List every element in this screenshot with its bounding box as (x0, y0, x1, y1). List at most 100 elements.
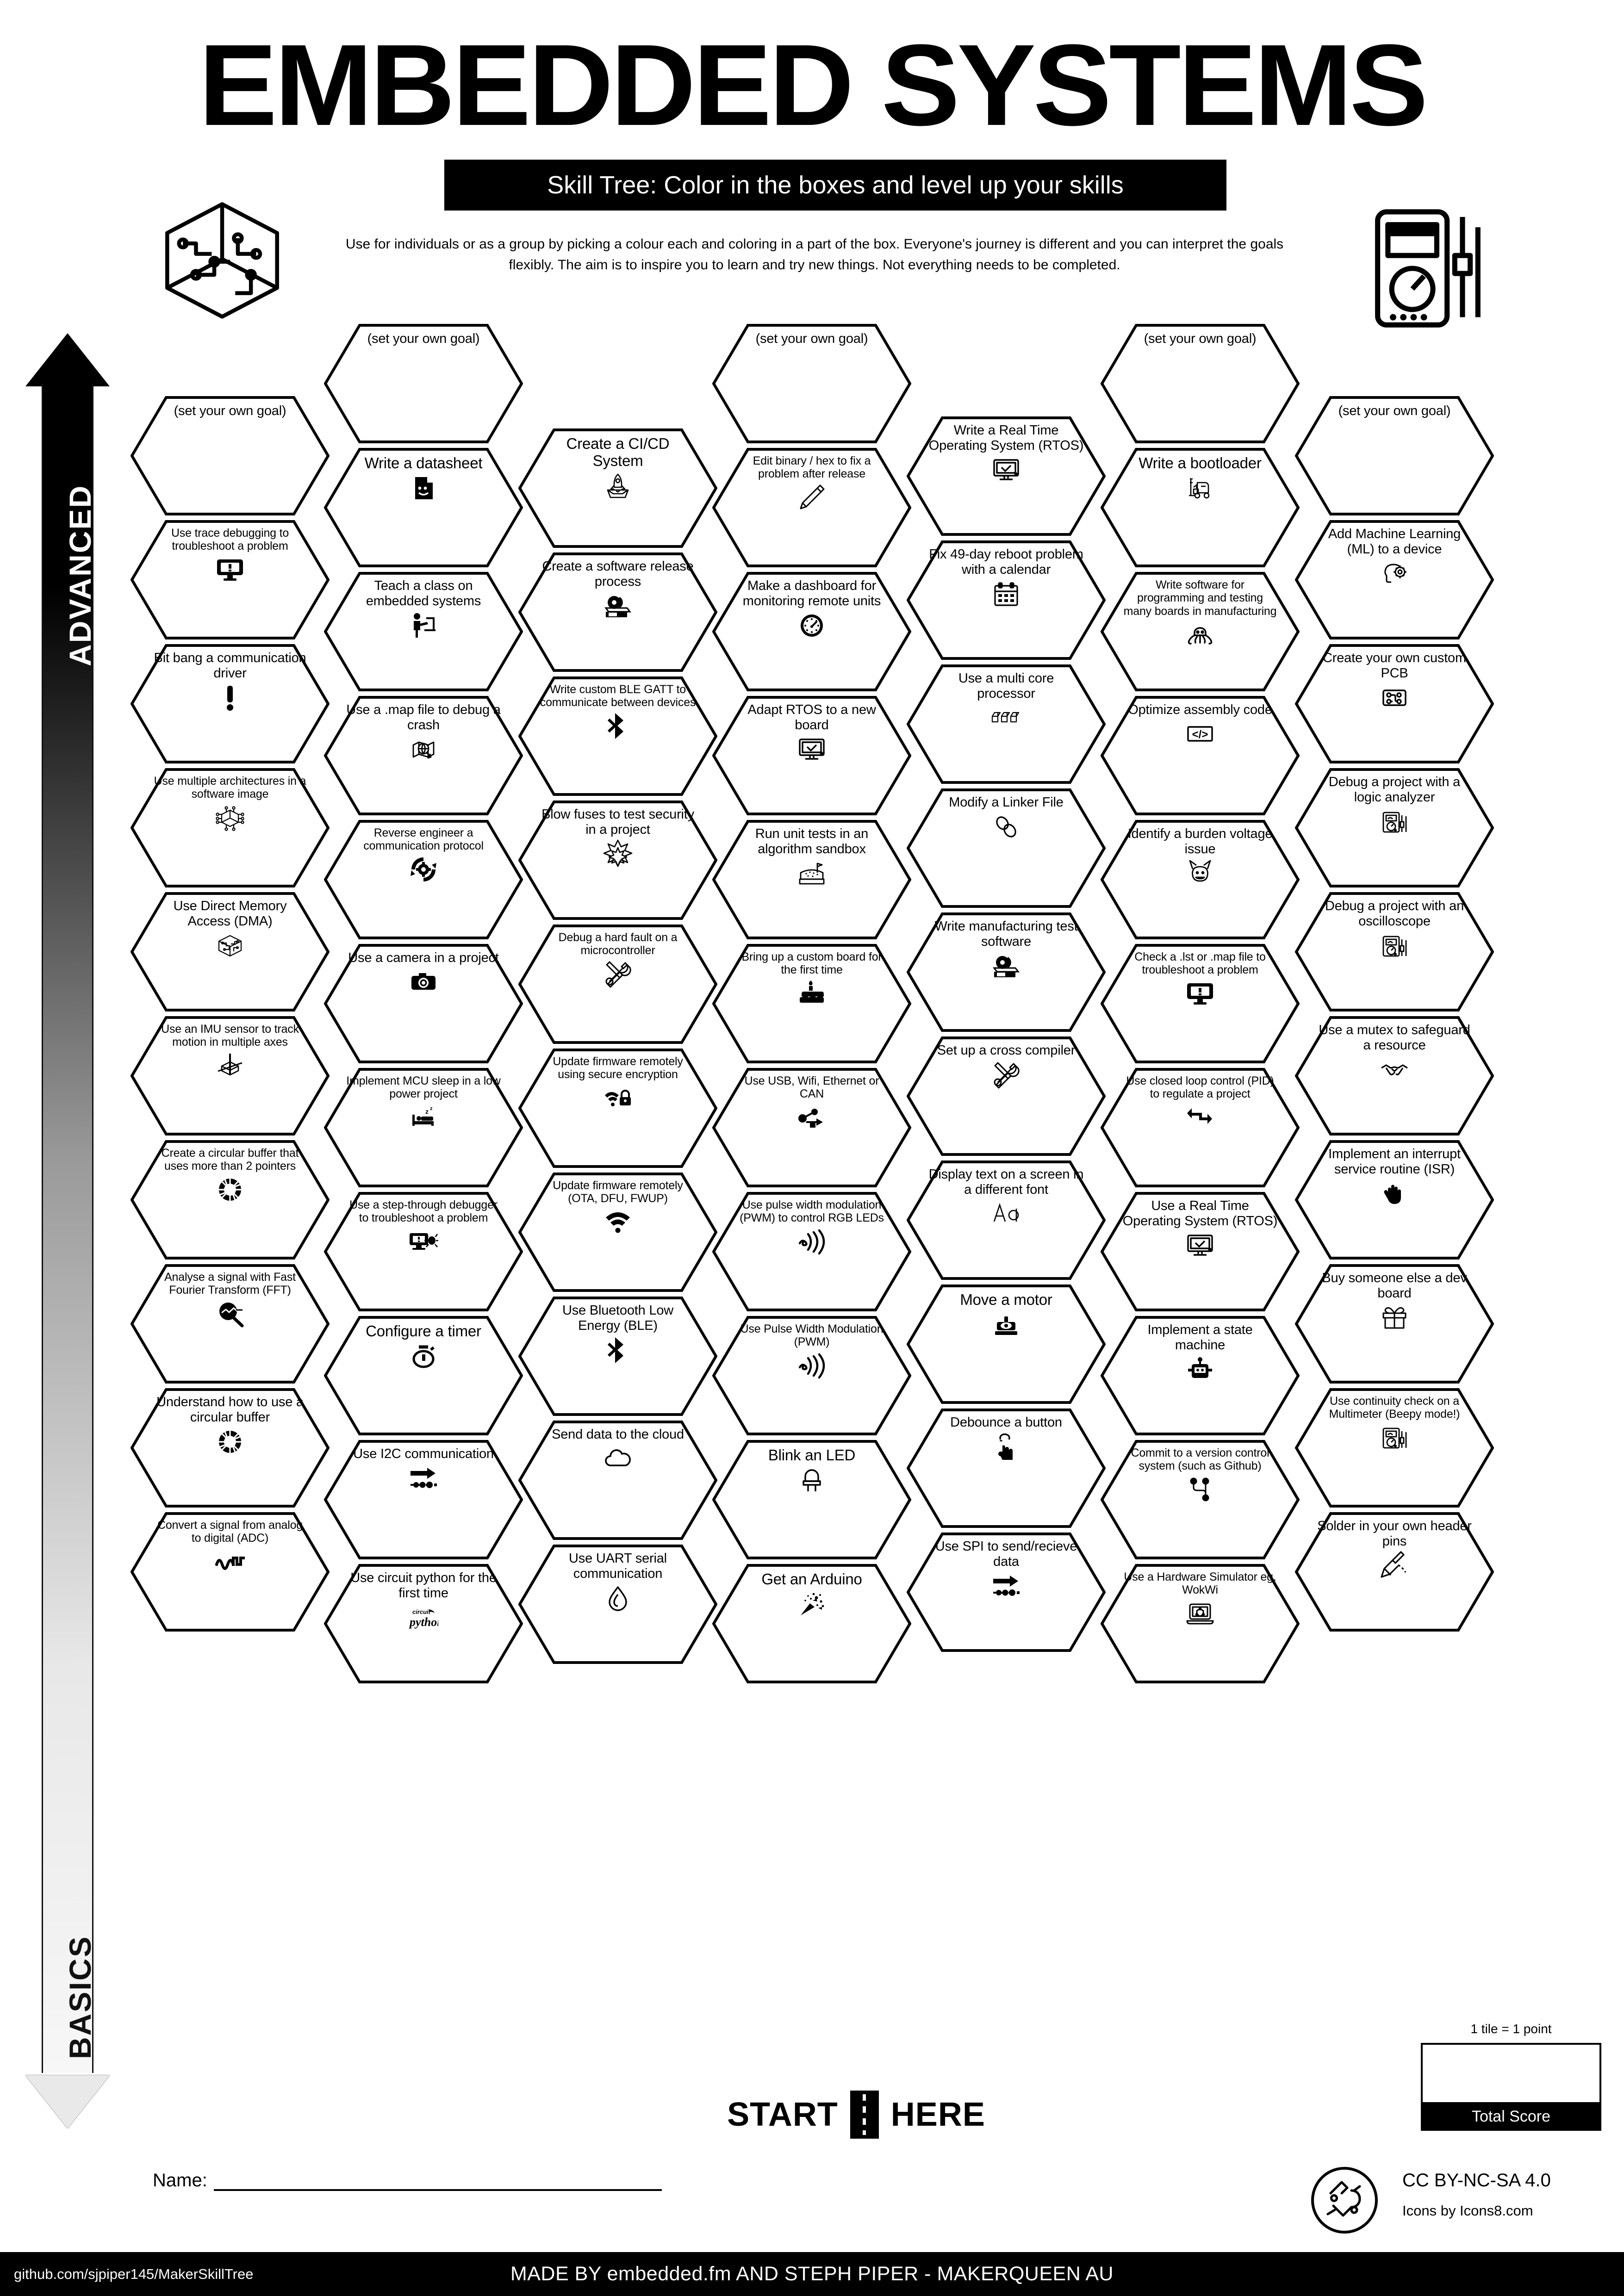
skill-tile[interactable]: Use a camera in a project (324, 944, 523, 1063)
skill-tile[interactable]: Use closed loop control (PID) to regulat… (1101, 1068, 1300, 1187)
skill-tile[interactable]: Add Machine Learning (ML) to a device (1295, 520, 1494, 639)
skill-tile[interactable]: (set your own goal) (712, 324, 911, 443)
skill-tile[interactable]: Modify a Linker File (907, 788, 1106, 908)
skill-tile[interactable]: Bring up a custom board for the first ti… (712, 944, 911, 1063)
skill-tile-label: Run unit tests in an algorithm sandbox (755, 826, 869, 856)
skill-tile[interactable]: Update firmware remotely using secure en… (518, 1049, 717, 1168)
skill-tile[interactable]: Send data to the cloud (518, 1421, 717, 1540)
skill-tile[interactable]: Use UART serial communication (518, 1545, 717, 1664)
skill-tile[interactable]: Debug a project with an oscilloscope (1295, 892, 1494, 1011)
skill-tile[interactable]: Check a .lst or .map file to troubleshoo… (1101, 944, 1300, 1063)
skill-tile[interactable]: Use I2C communication (324, 1440, 523, 1559)
wifi-icon (603, 1207, 633, 1237)
skill-tile[interactable]: (set your own goal) (1101, 324, 1300, 443)
skill-tile[interactable]: Buy someone else a dev board (1295, 1264, 1494, 1384)
skill-tile[interactable]: Make a dashboard for monitoring remote u… (712, 572, 911, 691)
skill-tile[interactable]: Use an IMU sensor to track motion in mul… (131, 1016, 330, 1136)
skill-tile[interactable]: Use Bluetooth Low Energy (BLE) (518, 1297, 717, 1416)
skill-tile[interactable]: Use Pulse Width Modulation (PWM) (712, 1316, 911, 1435)
signal-magnifier-icon (215, 1299, 245, 1328)
skill-tile[interactable]: Use USB, Wifi, Ethernet or CAN (712, 1068, 911, 1187)
skill-tile[interactable]: Implement a state machine (1101, 1316, 1300, 1435)
skill-tile-label: Create a circular buffer that uses more … (161, 1147, 299, 1173)
skill-tile[interactable]: Commit to a version control system (such… (1101, 1440, 1300, 1559)
score-box[interactable]: 1 tile = 1 point Total Score (1421, 2022, 1601, 2131)
skill-tile-label: (set your own goal) (1144, 331, 1257, 346)
skill-tile[interactable]: Edit binary / hex to fix a problem after… (712, 448, 911, 567)
skill-tile[interactable]: Convert a signal from analog to digital … (131, 1512, 330, 1632)
skill-tile[interactable]: Write software for programming and testi… (1101, 572, 1300, 691)
skill-tile-label: Debug a project with a logic analyzer (1328, 775, 1461, 805)
skill-tile-label: Send data to the cloud (552, 1427, 684, 1442)
skill-tile[interactable]: Create a software release process (518, 552, 717, 672)
skill-tile[interactable]: Solder in your own header pins (1295, 1512, 1494, 1632)
skill-tile[interactable]: Write manufacturing test software (907, 912, 1106, 1032)
skill-tile[interactable]: Teach a class on embedded systems (324, 572, 523, 691)
skill-tile[interactable]: Debounce a button (907, 1409, 1106, 1528)
total-score-label: Total Score (1421, 2102, 1601, 2131)
skill-tile[interactable]: (set your own goal) (324, 324, 523, 443)
skill-tile[interactable]: Debug a project with a logic analyzer (1295, 768, 1494, 887)
ai-head-icon (1380, 559, 1409, 589)
skill-tile[interactable]: Run unit tests in an algorithm sandbox (712, 820, 911, 939)
skill-tile-label: Commit to a version control system (such… (1131, 1446, 1269, 1473)
skill-tile[interactable]: Use a Hardware Simulator eg. WokWi (1101, 1564, 1300, 1683)
skill-tile[interactable]: Set up a cross compiler (907, 1036, 1106, 1156)
handshake-icon (1380, 1055, 1409, 1085)
skill-tile[interactable]: Use Direct Memory Access (DMA) (131, 892, 330, 1011)
skill-tile[interactable]: Write custom BLE GATT to communicate bet… (518, 676, 717, 796)
skill-tile[interactable]: Configure a timer (324, 1316, 523, 1435)
skill-tile-label: Set up a cross compiler (937, 1043, 1076, 1058)
skill-tile[interactable]: Debug a hard fault on a microcontroller (518, 925, 717, 1044)
skill-tile[interactable]: Analyse a signal with Fast Fourier Trans… (131, 1264, 330, 1384)
skill-tile[interactable]: Write a datasheet (324, 448, 523, 567)
skill-tile-label: Use Bluetooth Low Energy (BLE) (562, 1303, 674, 1333)
skill-tile[interactable]: Use a Real Time Operating System (RTOS) (1101, 1192, 1300, 1311)
skill-tile[interactable]: Move a motor (907, 1285, 1106, 1404)
footer-github-link[interactable]: github.com/sjpiper145/MakerSkillTree (14, 2265, 254, 2282)
score-hint: 1 tile = 1 point (1470, 2022, 1552, 2036)
skill-tile[interactable]: Implement MCU sleep in a low power proje… (324, 1068, 523, 1187)
skill-tile[interactable]: Create a circular buffer that uses more … (131, 1140, 330, 1260)
skill-tile[interactable]: Implement an interrupt service routine (… (1295, 1140, 1494, 1260)
skill-tile[interactable]: Use a step-through debugger to troublesh… (324, 1192, 523, 1311)
skill-tile-label: Bring up a custom board for the first ti… (741, 950, 882, 977)
skill-tile[interactable]: Use pulse width modulation (PWM) to cont… (712, 1192, 911, 1311)
skill-tile[interactable]: Bit bang a communication driver (131, 644, 330, 763)
skill-tile[interactable]: Use continuity check on a Multimeter (Be… (1295, 1388, 1494, 1508)
skill-tile[interactable]: Get an Arduino (712, 1564, 911, 1683)
skill-tile[interactable]: Use multiple architectures in a software… (131, 768, 330, 887)
skill-tile-label: Use a camera in a project (348, 950, 499, 965)
skill-tile[interactable]: Use a multi core processor (907, 664, 1106, 784)
skill-tile[interactable]: Update firmware remotely (OTA, DFU, FWUP… (518, 1173, 717, 1292)
road-icon (850, 2091, 879, 2139)
skill-tile[interactable]: Create a CI/CD System (518, 428, 717, 548)
skill-tile[interactable]: Identify a burden voltage issue (1101, 820, 1300, 939)
skill-tile[interactable]: Write a Real Time Operating System (RTOS… (907, 416, 1106, 536)
skill-tile[interactable]: Reverse engineer a communication protoco… (324, 820, 523, 939)
skill-tile-label: Use SPI to send/recieve data (935, 1539, 1077, 1569)
skill-tile[interactable]: Use circuit python for the first time cir… (324, 1564, 523, 1683)
name-input-rule[interactable] (213, 2171, 662, 2191)
skill-tile[interactable]: Write a bootloader (1101, 448, 1300, 567)
skill-tile[interactable]: Use SPI to send/recieve data (907, 1533, 1106, 1652)
skill-tile[interactable]: Use a mutex to safeguard a resource (1295, 1016, 1494, 1136)
skill-tile[interactable]: Display text on a screen in a different … (907, 1160, 1106, 1280)
skill-tile-label: Identify a burden voltage issue (1127, 826, 1273, 856)
skill-tile[interactable]: (set your own goal) (1295, 396, 1494, 515)
name-field[interactable]: Name: (153, 2170, 662, 2191)
skill-tile[interactable]: Use trace debugging to troubleshoot a pr… (131, 520, 330, 639)
skill-tile[interactable]: Optimize assembly code </> (1101, 696, 1300, 815)
skill-tile-label: Debug a hard fault on a microcontroller (558, 931, 678, 957)
skill-tile[interactable]: Blow fuses to test security in a project (518, 800, 717, 920)
skill-tile[interactable]: Create your own custom PCB (1295, 644, 1494, 763)
skill-tile[interactable]: (set your own goal) (131, 396, 330, 515)
bluetooth-icon (603, 711, 633, 741)
skill-tile[interactable]: Adapt RTOS to a new board (712, 696, 911, 815)
disc-box-icon (991, 951, 1021, 981)
skill-tile[interactable]: Understand how to use a circular buffer (131, 1388, 330, 1508)
skill-tile[interactable]: Use a .map file to debug a crash (324, 696, 523, 815)
skill-tile[interactable]: Fix 49-day reboot problem with a calenda… (907, 540, 1106, 660)
skill-tile[interactable]: Blink an LED (712, 1440, 911, 1559)
explosion-icon (603, 839, 633, 869)
